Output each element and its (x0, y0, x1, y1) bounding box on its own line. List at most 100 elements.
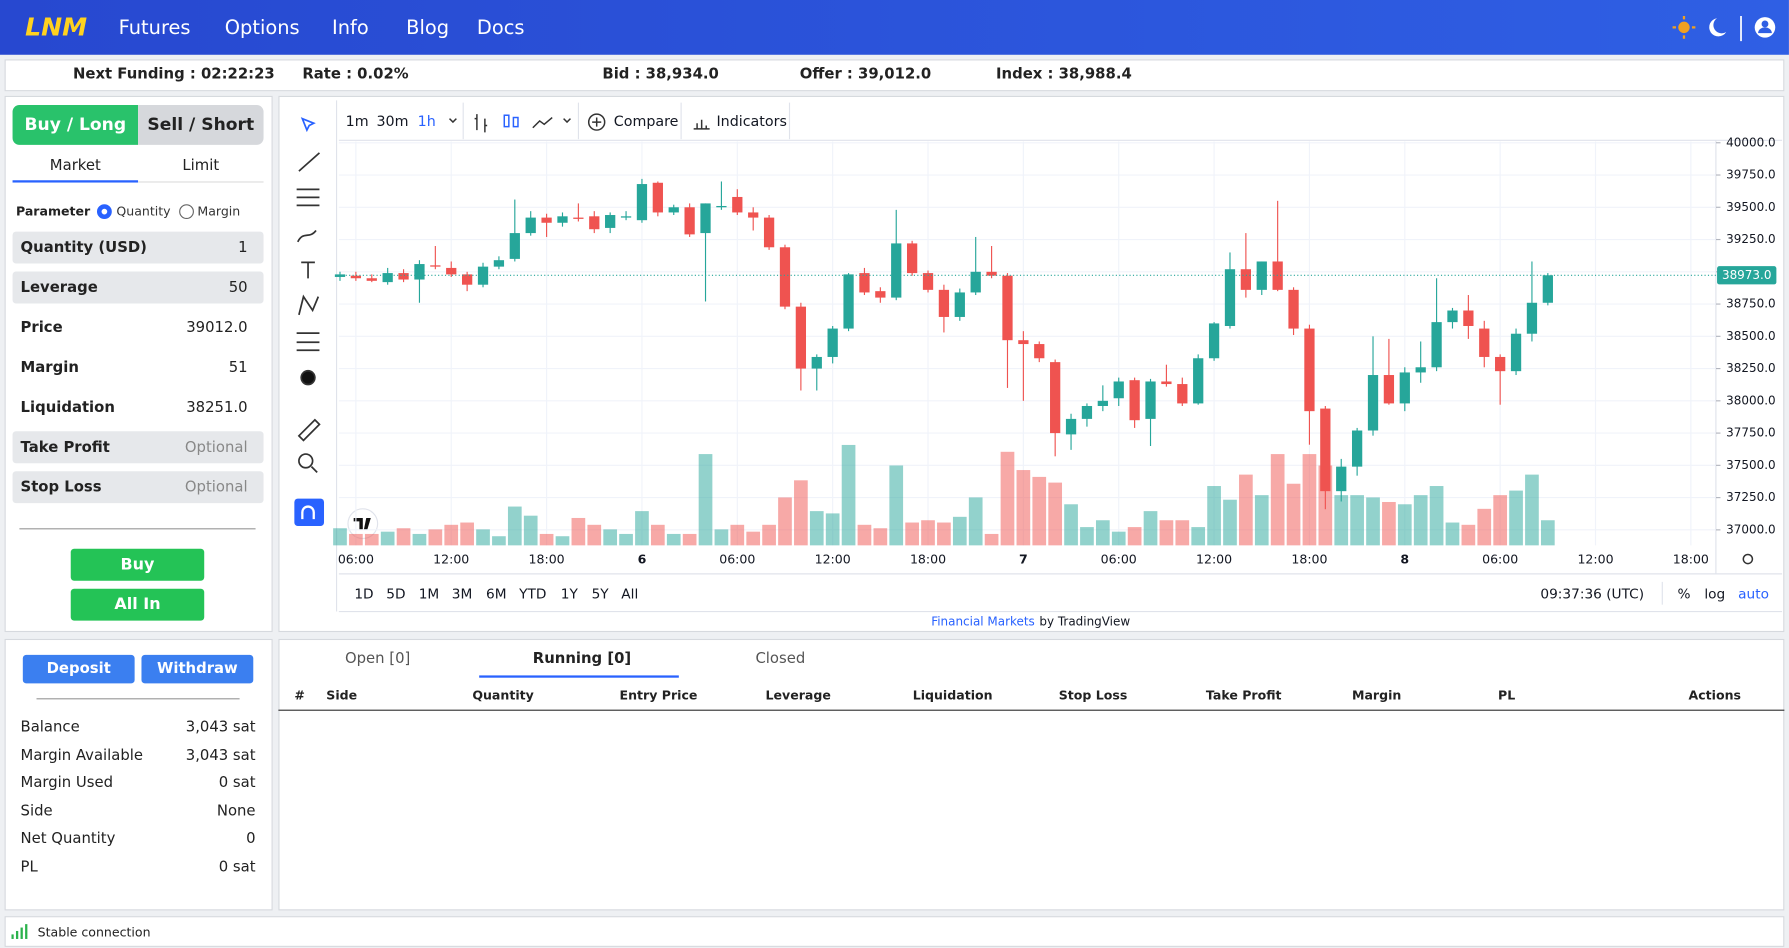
positions-tab[interactable]: Closed (755, 650, 806, 668)
field-row[interactable] (12, 271, 264, 304)
order-type-tab[interactable]: Market (12, 159, 139, 183)
positions-tab[interactable]: Open [0] (344, 650, 411, 668)
order-type-tab[interactable]: Limit (138, 159, 264, 183)
range-button[interactable]: YTD (518, 586, 546, 602)
radio-selected[interactable] (96, 204, 112, 220)
field-label: Leverage (20, 279, 98, 297)
wallet-value: 0 sat (218, 774, 256, 792)
radio[interactable] (179, 204, 194, 220)
interval-button[interactable]: 1h (418, 114, 436, 130)
magnet-tool[interactable] (294, 498, 325, 526)
divider (36, 698, 240, 700)
drawing-tools[interactable] (296, 117, 321, 473)
column-header: Liquidation (912, 687, 993, 703)
volume-bar (1175, 520, 1190, 546)
compare-button[interactable]: Compare (614, 114, 679, 130)
volume-bar (1429, 486, 1444, 546)
scale-option[interactable]: % (1677, 586, 1690, 602)
candle-body (1479, 328, 1490, 357)
moon-icon[interactable] (1709, 18, 1727, 37)
volume-bar (1032, 476, 1047, 546)
candle-body (1304, 328, 1315, 412)
navbar (0, 0, 1789, 55)
range-button[interactable]: 6M (486, 586, 507, 602)
candle-body (763, 217, 775, 248)
candle-body (1463, 310, 1474, 326)
volume-bar (1127, 527, 1142, 546)
interval-button[interactable]: 30m (376, 114, 408, 130)
wallet-button[interactable]: Withdraw (141, 654, 254, 684)
range-button[interactable]: 5D (386, 586, 405, 602)
y-tick-label: 37000.0 (1726, 522, 1776, 536)
volume-bar (1461, 524, 1476, 546)
x-tick-label: 06:00 (1101, 552, 1137, 567)
column-header: Stop Loss (1058, 687, 1128, 703)
nav-link[interactable]: Docs (476, 17, 525, 40)
radio-option[interactable]: Quantity (116, 204, 171, 220)
status-bar (4, 916, 1785, 947)
candle-body (1002, 275, 1013, 341)
positions-tab[interactable]: Running [0] (532, 650, 632, 668)
x-tick-label: 18:00 (529, 552, 565, 567)
last-price-tag (1717, 266, 1777, 285)
last-price-label: 38973.0 (1722, 268, 1772, 282)
range-button[interactable]: 1Y (561, 586, 579, 602)
volume-bar (1000, 451, 1015, 546)
buy-long-tab[interactable]: Buy / Long (12, 104, 139, 145)
field-row[interactable] (12, 471, 264, 504)
wallet-button[interactable]: Deposit (22, 654, 135, 684)
candle-body (1240, 269, 1252, 290)
range-button[interactable]: 3M (452, 586, 473, 602)
y-tick-label: 37750.0 (1726, 426, 1776, 440)
x-tick-label: 18:00 (1291, 552, 1327, 567)
volume-bar (1048, 482, 1063, 546)
scale-option[interactable]: auto (1738, 586, 1769, 602)
field-value: 38251.0 (186, 399, 248, 417)
range-button[interactable]: 1M (419, 586, 440, 602)
candle-body (1288, 289, 1299, 329)
chart-type-icons[interactable] (448, 113, 1754, 565)
volume-bar (1525, 474, 1539, 546)
field-row[interactable] (12, 431, 264, 464)
volume-bar (571, 517, 586, 546)
buy-button[interactable]: Buy (70, 548, 205, 581)
nav-link[interactable]: Info (332, 17, 369, 40)
interval-button[interactable]: 1m (346, 114, 369, 130)
field-row[interactable] (12, 351, 264, 384)
candle-body (461, 274, 473, 285)
indicators-button[interactable]: Indicators (716, 114, 786, 130)
all-in-button[interactable]: All In (70, 588, 205, 621)
candle-body (684, 207, 695, 235)
sun-icon[interactable] (1678, 21, 1690, 34)
scale-option[interactable]: log (1704, 586, 1725, 602)
field-row[interactable] (12, 311, 264, 344)
column-header: Take Profit (1205, 687, 1282, 703)
volume-bar (921, 520, 935, 546)
credit-link[interactable]: Financial Markets (931, 614, 1035, 628)
volume-bar (1445, 522, 1460, 546)
volume-bar (1334, 495, 1349, 546)
nav-link[interactable]: Options (224, 17, 300, 40)
field-row[interactable] (12, 391, 264, 424)
y-tick-label: 37250.0 (1726, 490, 1776, 504)
ticker-bar (4, 59, 1785, 92)
range-button[interactable]: All (621, 586, 638, 602)
nav-link[interactable]: Blog (406, 17, 450, 40)
nav-link[interactable]: Futures (118, 17, 191, 40)
x-tick-label: 06:00 (338, 552, 374, 567)
volume-bar (635, 511, 649, 546)
candle-body (779, 247, 791, 307)
volume-bar (1016, 470, 1031, 546)
volume-bar (889, 465, 904, 546)
range-button[interactable]: 1D (354, 586, 373, 602)
candle-body (1510, 333, 1522, 372)
sell-short-tab[interactable]: Sell / Short (138, 104, 264, 145)
radio-option[interactable]: Margin (197, 204, 241, 220)
ticker-item: Offer : 39,012.0 (799, 66, 932, 84)
candle-body (700, 203, 711, 234)
field-row[interactable] (12, 231, 264, 264)
y-tick-label: 38000.0 (1726, 393, 1776, 407)
range-button[interactable]: 5Y (592, 586, 610, 602)
volume-bar (1223, 499, 1237, 546)
candle-body (1018, 340, 1029, 345)
